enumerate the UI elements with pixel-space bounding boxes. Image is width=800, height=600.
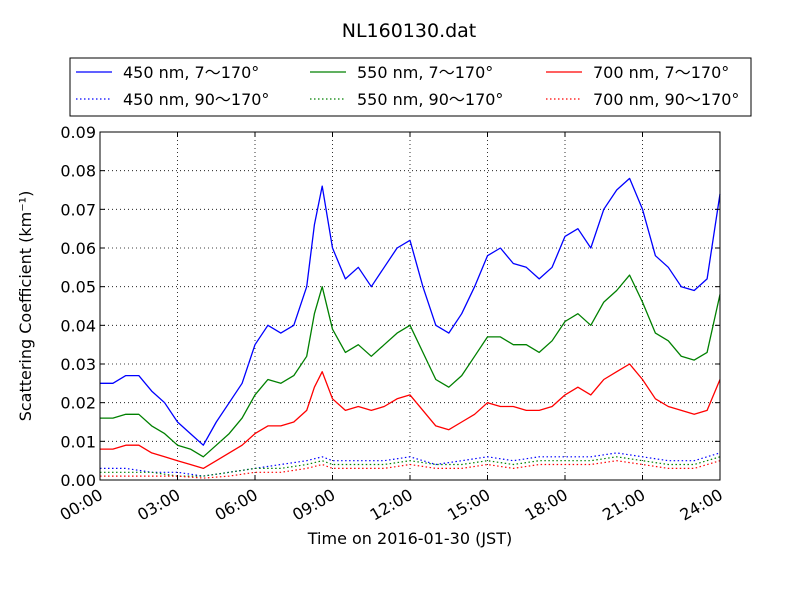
x-tick-label: 12:00: [367, 485, 416, 525]
legend-label: 700 nm, 7～170°: [593, 63, 729, 82]
y-tick-label: 0.04: [60, 316, 96, 335]
grid: [99, 131, 721, 481]
y-tick-label: 0.09: [60, 123, 96, 142]
series-line-550-nm-90-170: [100, 456, 721, 477]
y-tick-labels: 0.00 0.01 0.02 0.03 0.04 0.05 0.06 0.07 0.08 0.09: [60, 123, 96, 490]
x-axis-label: Time on 2016-01-30 (JST): [307, 529, 512, 548]
x-tick-label: 24:00: [677, 485, 726, 525]
x-tick-label: 06:00: [212, 485, 261, 525]
y-tick-label: 0.00: [60, 471, 96, 490]
x-tick-label: 09:00: [289, 485, 338, 525]
y-tick-label: 0.06: [60, 239, 96, 258]
x-tick-label: 00:00: [57, 485, 106, 525]
legend-label: 450 nm, 7～170°: [123, 63, 259, 82]
y-tick-label: 0.01: [60, 432, 96, 451]
series-line-700-nm-90-170: [100, 460, 721, 479]
y-tick-label: 0.07: [60, 200, 96, 219]
ticks: [99, 131, 721, 481]
y-tick-label: 0.05: [60, 278, 96, 297]
legend-label: 450 nm, 90～170°: [123, 90, 269, 109]
x-tick-labels: 00:00 03:00 06:00 09:00 12:00 15:00 18:00 21:00…: [57, 485, 726, 525]
legend-label: 550 nm, 90～170°: [357, 90, 503, 109]
x-tick-label: 15:00: [444, 485, 493, 525]
x-tick-label: 21:00: [599, 485, 648, 525]
x-tick-label: 18:00: [522, 485, 571, 525]
y-axis-label: Scattering Coefficient (km⁻¹): [16, 191, 35, 422]
chart-title: NL160130.dat: [342, 20, 477, 42]
legend-frame: [69, 57, 752, 117]
legend-label: 550 nm, 7～170°: [357, 63, 493, 82]
y-tick-label: 0.02: [60, 394, 96, 413]
series-line-550-nm-7-170: [100, 274, 721, 458]
series-layer: [100, 177, 721, 479]
series-line-450-nm-90-170: [100, 452, 721, 477]
legend-label: 700 nm, 90～170°: [593, 90, 739, 109]
x-tick-label: 03:00: [134, 485, 183, 525]
series-line-700-nm-7-170: [100, 363, 721, 470]
series-line-450-nm-7-170: [100, 177, 721, 446]
y-tick-label: 0.03: [60, 355, 96, 374]
legend: 450 nm, 7～170° 550 nm, 7～170° 700 nm, 7～17…: [69, 57, 752, 117]
y-tick-label: 0.08: [60, 162, 96, 181]
